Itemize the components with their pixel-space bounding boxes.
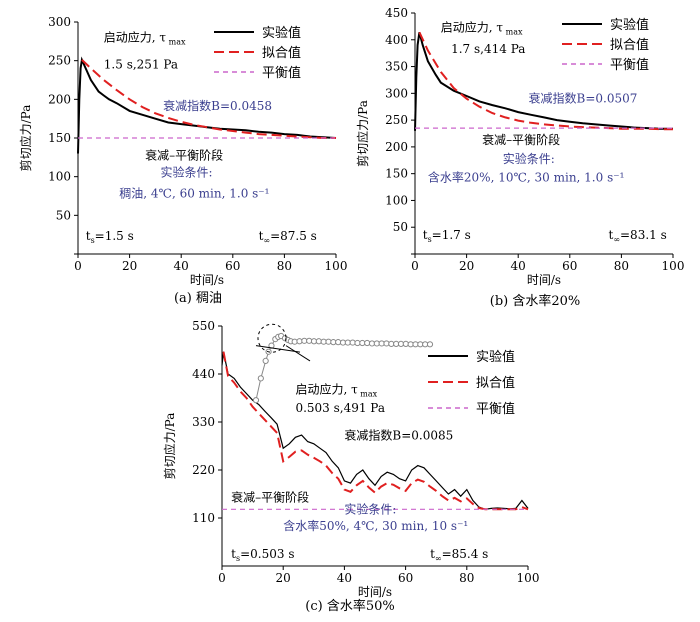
inset-point (257, 375, 264, 382)
annotation-text: t∞=85.4 s (430, 547, 488, 563)
legend-label: 平衡值 (476, 401, 515, 417)
y-tick-label: 550 (192, 319, 215, 333)
series-line-fitted (222, 351, 529, 511)
y-tick-label: 150 (385, 167, 408, 181)
x-tick-label: 80 (614, 259, 629, 273)
annotation-text: 启动应力, τ max (441, 20, 523, 37)
annotation-text: 启动应力, τ max (295, 382, 377, 399)
chart-panel-a: 0 20 40 60 80 100 50 100 150 200 250 300 时间/s 剪切应力/Pa… (18, 15, 347, 306)
legend-label: 拟合值 (476, 375, 515, 391)
y-tick-label: 300 (48, 15, 71, 29)
x-tick-label: 100 (517, 571, 540, 585)
annotation-text: 1.7 s,414 Pa (451, 42, 525, 56)
legend-label: 实验值 (610, 17, 649, 33)
y-tick-label: 100 (385, 193, 408, 207)
x-tick-label: 80 (277, 259, 292, 273)
y-tick-label: 300 (385, 86, 408, 100)
x-tick-label: 60 (562, 259, 577, 273)
y-tick-label: 450 (385, 6, 408, 20)
y-tick-label: 50 (56, 208, 71, 222)
x-tick-label: 0 (74, 259, 82, 273)
annotation-text: 启动应力, τ max (104, 29, 186, 46)
series-line-experimental (77, 56, 337, 154)
annotation-text: 衰减–平衡阶段 (145, 148, 223, 163)
x-tick-label: 40 (174, 259, 189, 273)
x-tick-label: 80 (459, 571, 474, 585)
peak-highlight-circle (257, 323, 287, 353)
annotation-arrow (285, 345, 311, 362)
y-axis-label: 剪切应力/Pa (162, 413, 177, 480)
chart-caption: (b) 含水率20% (490, 293, 581, 309)
x-tick-label: 60 (398, 571, 413, 585)
y-tick-label: 200 (48, 92, 71, 106)
annotation-text: ts=1.7 s (423, 228, 471, 244)
annotation-text: 1.5 s,251 Pa (104, 57, 178, 71)
series-line-fitted (81, 59, 336, 139)
x-axis-label: 时间/s (358, 585, 392, 599)
x-tick-label: 0 (411, 259, 419, 273)
x-tick-label: 0 (218, 571, 226, 585)
annotation-text: 衰减指数B=0.0085 (344, 427, 453, 442)
annotation-text: 衰减–平衡阶段 (231, 489, 309, 504)
x-tick-label: 20 (122, 259, 137, 273)
annotation-text: 含水率50%, 4℃, 30 min, 10 s⁻¹ (283, 518, 468, 533)
legend-label: 拟合值 (262, 45, 301, 61)
y-tick-label: 250 (48, 54, 71, 68)
annotation-text: 实验条件: (161, 165, 213, 180)
inset-point (262, 357, 269, 365)
y-tick-label: 400 (385, 33, 408, 47)
annotation-text: t∞=83.1 s (609, 228, 667, 244)
y-tick-label: 50 (393, 220, 408, 234)
y-tick-label: 350 (385, 60, 408, 74)
legend-label: 实验值 (262, 25, 301, 41)
x-tick-label: 40 (511, 259, 526, 273)
chart-panel-b: 0 20 40 60 80 100 50 100 150 200 250 300 350 400 450 时间… (355, 6, 684, 309)
y-tick-label: 250 (385, 113, 408, 127)
legend-label: 平衡值 (262, 65, 301, 81)
annotation-text: 衰减指数B=0.0458 (163, 98, 272, 113)
legend-label: 平衡值 (610, 57, 649, 73)
annotation-arrow (255, 345, 301, 353)
x-axis-label: 时间/s (190, 273, 224, 287)
y-tick-label: 110 (192, 511, 215, 525)
y-tick-label: 220 (192, 463, 215, 477)
y-tick-label: 440 (192, 367, 215, 381)
x-tick-label: 20 (459, 259, 474, 273)
y-tick-label: 100 (48, 170, 71, 184)
annotation-text: 衰减–平衡阶段 (482, 132, 560, 147)
annotation-text: ts=0.503 s (231, 547, 294, 563)
annotation-text: 衰减指数B=0.0507 (529, 90, 638, 105)
legend-label: 拟合值 (610, 37, 649, 53)
annotation-text: 稠油, 4℃, 60 min, 1.0 s⁻¹ (119, 187, 269, 201)
chart-caption: (a) 稠油 (174, 291, 222, 306)
inset-point (252, 397, 260, 404)
y-axis-label: 剪切应力/Pa (355, 100, 370, 167)
series-line-experimental (221, 351, 529, 510)
annotation-text: 实验条件: (344, 502, 396, 517)
x-axis-label: 时间/s (527, 273, 561, 287)
legend-label: 实验值 (476, 349, 515, 365)
x-tick-label: 20 (276, 571, 291, 585)
annotation-text: ts=1.5 s (86, 229, 134, 245)
annotation-text: 含水率20%, 10℃, 30 min, 1.0 s⁻¹ (428, 170, 624, 185)
y-tick-label: 330 (192, 415, 215, 429)
chart-panel-c: 0 20 40 60 80 100 110 220 330 440 550 时间/s 剪切应力/Pa (c… (162, 319, 539, 614)
inset-point (426, 341, 434, 348)
x-tick-label: 100 (662, 259, 685, 273)
annotation-text: t∞=87.5 s (259, 229, 317, 245)
x-tick-label: 60 (225, 259, 240, 273)
annotation-text: 0.503 s,491 Pa (295, 401, 385, 415)
x-tick-label: 100 (325, 259, 348, 273)
series-line-experimental (414, 32, 673, 131)
y-axis-label: 剪切应力/Pa (18, 105, 33, 172)
annotation-text: 实验条件: (503, 151, 555, 166)
chart-caption: (c) 含水率50% (305, 598, 394, 614)
y-tick-label: 200 (385, 140, 408, 154)
y-tick-label: 150 (48, 131, 71, 145)
series-line-fitted (418, 31, 673, 131)
x-tick-label: 40 (337, 571, 352, 585)
